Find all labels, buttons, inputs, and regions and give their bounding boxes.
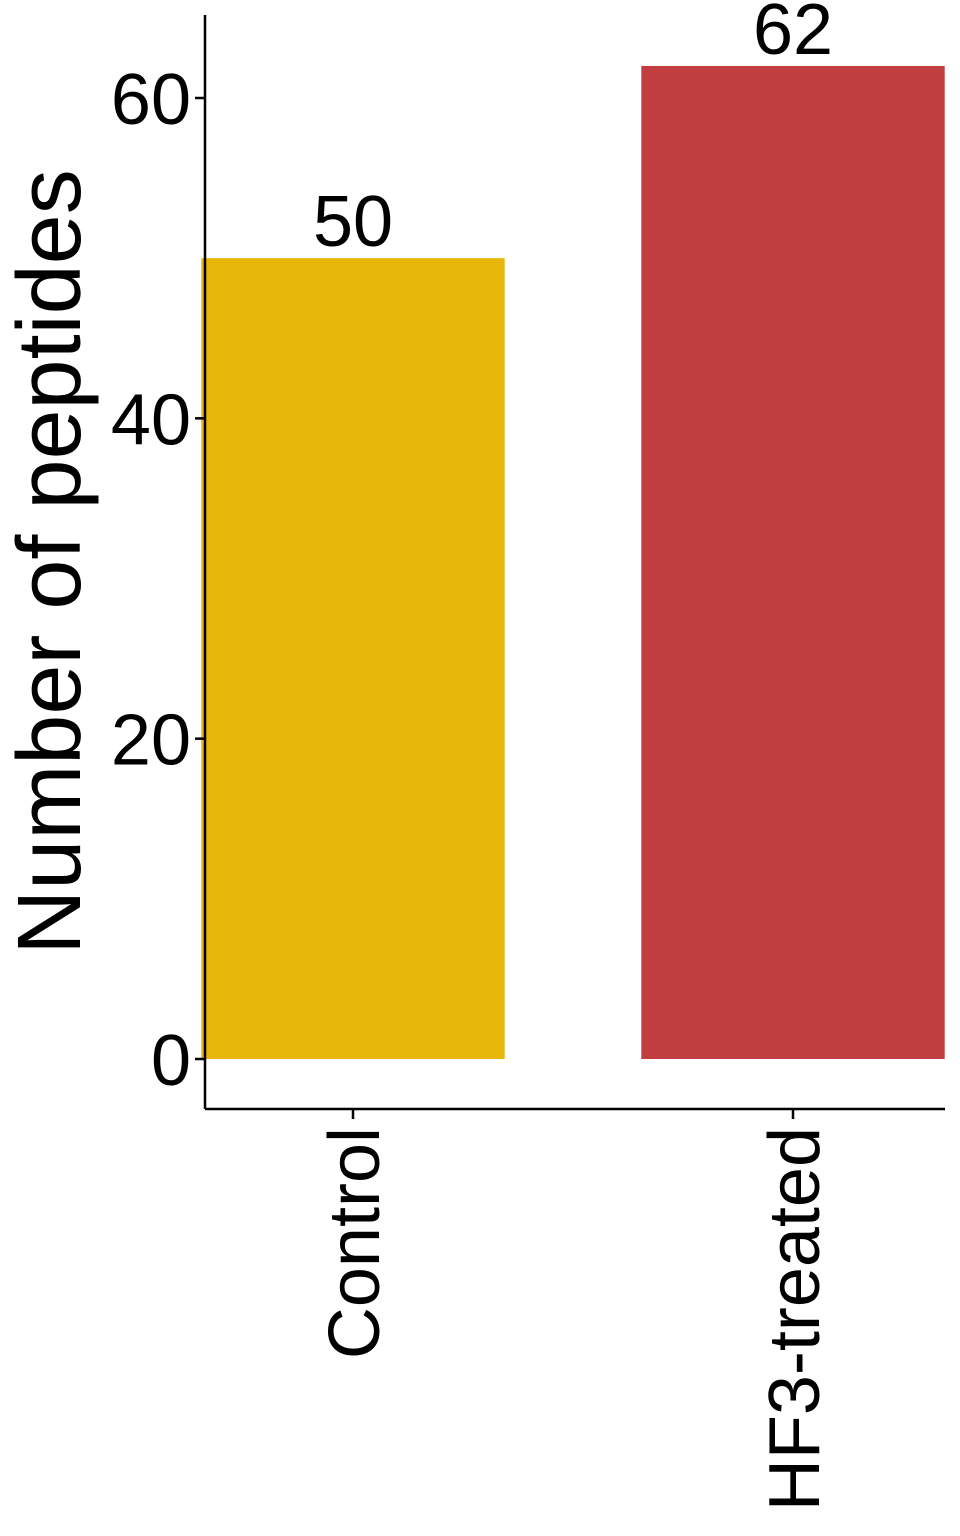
x-tick-label: HF3-treated [755, 1127, 835, 1511]
y-tick-label: 0 [151, 1021, 191, 1101]
bars-group [201, 65, 945, 1060]
data-label-control: 50 [313, 182, 393, 262]
y-axis-title: Number of peptides [0, 169, 100, 954]
x-axis: Control HF3-treated [205, 1107, 945, 1511]
y-tick-label: 20 [111, 701, 191, 781]
y-tick-label: 60 [111, 60, 191, 140]
y-tick-label: 40 [111, 380, 191, 460]
bar-control [201, 258, 505, 1060]
bar-hf3-treated [641, 65, 945, 1059]
y-axis: 0 20 40 60 [111, 15, 207, 1109]
x-tick-label: Control [315, 1127, 395, 1359]
data-labels-group: 50 62 [313, 0, 833, 262]
data-label-hf3-treated: 62 [753, 0, 833, 70]
